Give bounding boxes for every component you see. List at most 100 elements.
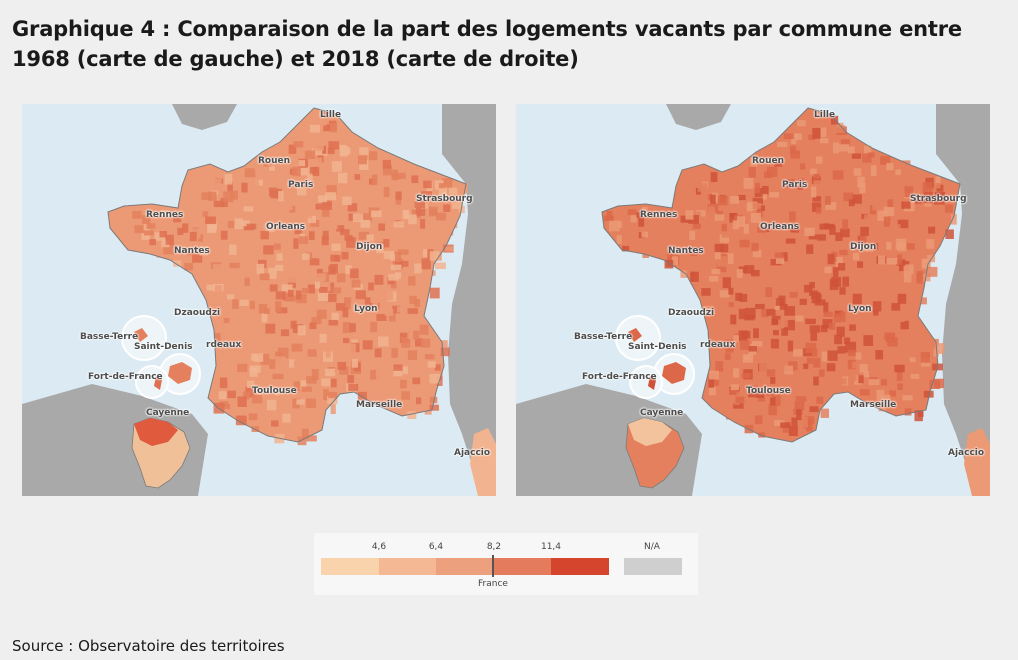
city-label: Paris [782,180,808,190]
city-label: Cayenne [146,408,190,418]
commune-cell [740,340,750,350]
commune-cell [288,144,297,154]
commune-cell [296,294,307,304]
commune-cell [738,194,746,201]
commune-cell [721,201,729,213]
map-2018: Lille Rouen Paris Strasbourg Rennes Orleans Na… [516,104,990,496]
commune-cell [228,233,235,244]
commune-cell [424,408,432,415]
commune-cell [330,404,336,415]
commune-cell [265,323,276,334]
commune-cell [325,192,337,201]
commune-cell [230,190,238,200]
commune-cell [839,287,846,295]
commune-cell [711,268,721,275]
map-1968: Lille Rouen Paris Strasbourg Rennes Orleans Na… [22,104,496,496]
commune-cell [184,263,194,271]
commune-cell [803,363,809,369]
commune-cell [336,273,346,283]
commune-cell [848,146,855,154]
commune-cell [442,178,453,188]
commune-cell [311,147,323,156]
commune-cell [314,281,321,289]
commune-cell [690,271,699,282]
commune-cell [737,216,745,227]
commune-cell [678,243,687,254]
commune-cell [246,223,257,230]
commune-cell [275,301,282,313]
commune-cell [284,203,293,210]
commune-cell [852,252,860,261]
commune-cell [331,161,342,172]
commune-cell [239,299,249,307]
commune-cells [132,112,469,446]
commune-cell [394,251,402,263]
commune-cell [827,350,838,361]
city-label: Strasbourg [910,194,967,204]
commune-cell [207,223,217,234]
commune-cell [322,230,329,240]
commune-cell [272,373,284,380]
commune-cell [173,260,182,267]
commune-cell [399,172,406,179]
commune-cell [345,265,352,275]
commune-cell [910,373,920,379]
commune-cell [306,376,317,384]
commune-cell [292,166,301,177]
commune-cell [438,187,448,198]
commune-cell [328,141,339,150]
commune-cell [243,206,254,212]
commune-cell [348,213,355,221]
commune-cell [932,180,941,189]
commune-cell [692,223,701,230]
commune-cell [420,285,430,291]
commune-cell [897,219,909,229]
commune-cell [688,264,694,271]
france-territory [108,108,466,442]
commune-cell [770,376,776,384]
commune-cell [423,180,432,189]
commune-cell [708,206,715,217]
commune-cell [781,252,788,262]
commune-cell [420,218,426,229]
commune-cell [368,282,374,291]
commune-cell [878,255,886,265]
commune-cell [275,291,286,300]
commune-cell [796,409,802,421]
commune-cell [627,209,637,216]
commune-cell [864,214,873,225]
commune-cell [408,214,417,225]
commune-cell [865,190,871,198]
commune-cell [219,263,229,273]
commune-cell [317,290,329,302]
commune-cell [381,289,393,301]
commune-cell [606,211,613,219]
commune-cell [358,231,370,240]
commune-cell [227,294,235,300]
commune-cell [921,258,931,269]
chart-title: Graphique 4 : Comparaison de la part des… [12,17,962,71]
commune-cell [641,231,649,238]
commune-cell [791,417,798,426]
commune-cell [276,253,283,261]
commune-cell [282,413,291,423]
commune-cell [804,227,815,237]
city-label: Lyon [354,304,378,314]
commune-cell [308,231,315,241]
commune-cell [795,140,804,151]
commune-cell [361,213,372,222]
commune-cell [399,260,409,267]
commune-cell [212,178,222,185]
commune-cell [332,287,342,294]
guadeloupe [134,328,148,342]
commune-cell [810,168,817,175]
commune-cell [934,191,946,200]
commune-cell [347,203,358,212]
commune-cell [446,206,457,213]
city-label: Rouen [258,156,291,166]
commune-cell [327,147,335,155]
commune-cell [429,251,440,261]
commune-cell [292,398,300,409]
reunion [168,362,192,384]
commune-cell [429,373,441,384]
